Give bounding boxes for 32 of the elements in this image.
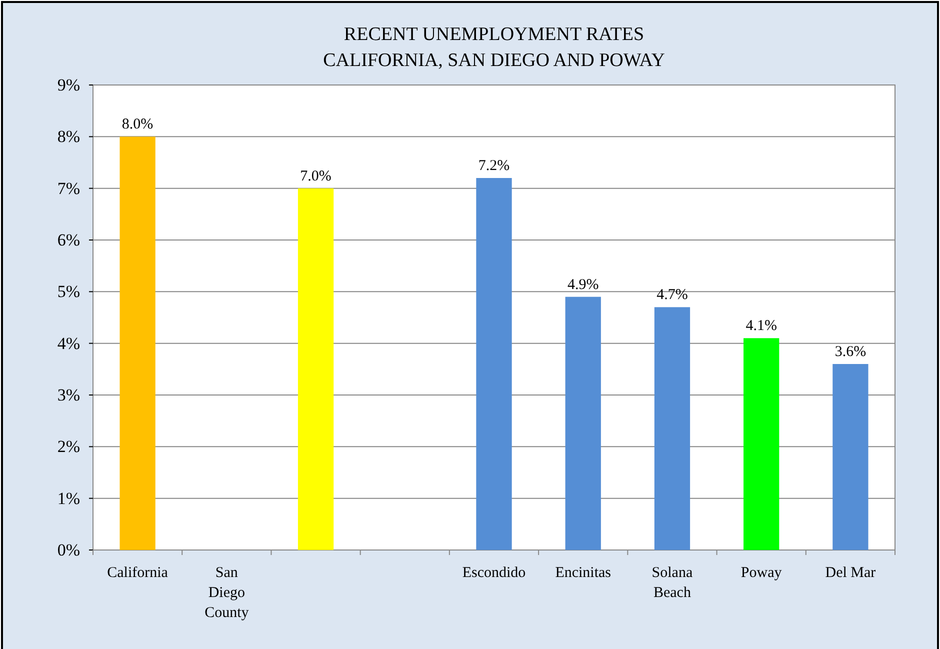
bar [832, 364, 868, 550]
bar [476, 178, 512, 550]
bar [744, 338, 780, 550]
y-tick-label: 3% [57, 385, 80, 404]
y-tick-label: 7% [57, 178, 80, 198]
chart-title: RECENT UNEMPLOYMENT RATES CALIFORNIA, SAN DIEGO AND POWAY [323, 24, 666, 71]
bar [120, 136, 156, 550]
data-label: 7.2% [478, 158, 510, 174]
x-tick-label: Poway [740, 565, 782, 581]
data-label: 7.0% [300, 168, 332, 184]
y-tick-label: 5% [57, 282, 80, 302]
y-tick-label: 9% [57, 75, 80, 94]
y-tick-label: 0% [57, 540, 80, 560]
x-tick-label: Escondido [462, 565, 526, 581]
bar [565, 296, 601, 550]
y-tick-label: 8% [57, 127, 80, 146]
data-label: 4.7% [656, 287, 688, 304]
x-tick-label: Solana Beach [652, 565, 693, 601]
y-tick-label: 6% [57, 230, 80, 250]
bar [654, 307, 690, 550]
data-label: 4.9% [567, 276, 599, 293]
x-tick-label: Del Mar [825, 565, 876, 581]
bar [298, 188, 334, 550]
y-tick-label: 1% [57, 488, 80, 508]
data-label: 8.0% [122, 116, 154, 133]
y-tick-label: 4% [57, 334, 80, 353]
x-tick-label: Encinitas [555, 565, 612, 581]
x-tick-label: San Diego County [204, 565, 250, 621]
y-tick-label: 2% [57, 437, 80, 456]
data-label: 4.1% [746, 318, 777, 334]
data-label: 3.6% [834, 344, 866, 360]
x-tick-label: California [107, 565, 168, 581]
